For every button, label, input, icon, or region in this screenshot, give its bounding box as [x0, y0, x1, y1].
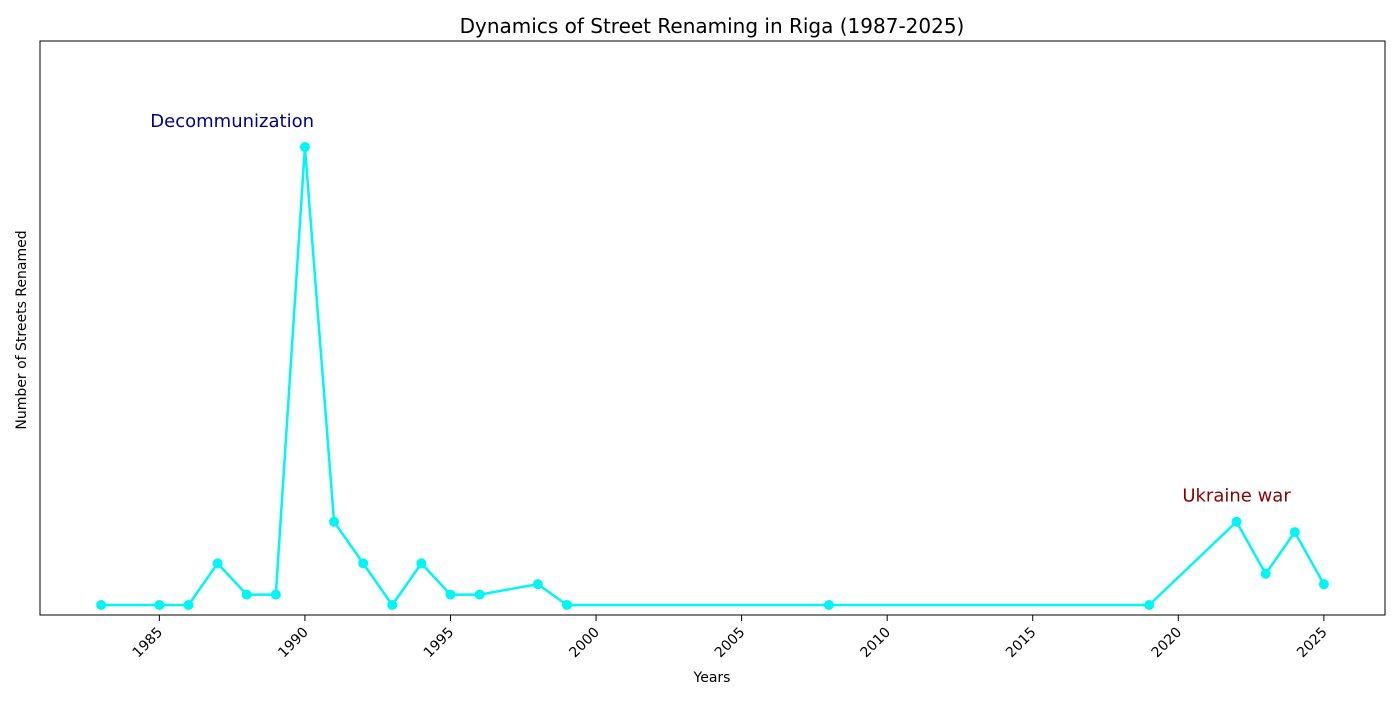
data-point — [212, 558, 223, 569]
x-tick-label: 2000 — [566, 625, 603, 662]
data-point — [358, 558, 369, 569]
x-tick-label: 1990 — [275, 625, 312, 662]
x-tick-label: 2015 — [1003, 625, 1040, 662]
data-point — [532, 579, 543, 590]
x-tick-label: 1995 — [421, 625, 458, 662]
annotation-label: Ukraine war — [1182, 486, 1291, 507]
x-tick-label: 2005 — [712, 625, 749, 662]
x-tick-label: 2025 — [1294, 625, 1331, 662]
data-point — [1318, 579, 1329, 590]
data-point — [445, 589, 456, 600]
data-point — [387, 600, 398, 610]
data-point — [270, 589, 281, 600]
x-axis-label: Years — [693, 670, 731, 686]
x-tick-label: 2020 — [1149, 625, 1186, 662]
data-point — [416, 558, 427, 569]
data-point — [241, 589, 252, 600]
data-point — [561, 600, 572, 610]
series-line — [101, 145, 1325, 607]
data-point — [96, 600, 107, 610]
data-point — [474, 589, 485, 600]
data-point — [1231, 516, 1242, 527]
data-point — [299, 142, 310, 152]
chart-title: Dynamics of Street Renaming in Riga (198… — [460, 14, 965, 38]
data-point — [154, 600, 165, 610]
series-layer — [96, 142, 1329, 610]
data-point — [1144, 600, 1155, 610]
annotation-layer: Decommunization Ukraine war — [150, 111, 1291, 507]
x-tick-label: 1985 — [130, 625, 167, 662]
y-axis-label: Number of Streets Renamed — [14, 230, 30, 429]
data-point — [1260, 568, 1271, 579]
plot-frame — [39, 40, 1386, 616]
data-point — [823, 600, 834, 610]
data-point — [329, 516, 340, 527]
x-tick-label: 2010 — [857, 625, 894, 662]
x-axis-ticks: 1985 1990 1995 2000 2005 2010 2015 2020 2025 — [130, 615, 1331, 661]
data-point — [183, 600, 194, 610]
data-point — [1289, 527, 1300, 538]
annotation-label: Decommunization — [150, 111, 314, 132]
